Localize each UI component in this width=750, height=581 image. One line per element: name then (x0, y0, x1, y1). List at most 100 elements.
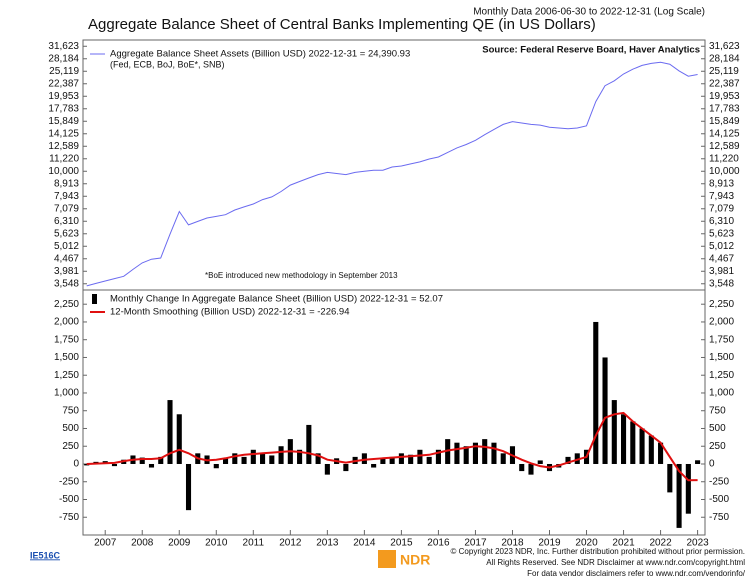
bar (260, 453, 266, 464)
bar (593, 321, 599, 464)
y-tick-label: 250 (709, 441, 726, 452)
y-tick-label: 17,783 (48, 103, 79, 114)
bar (491, 442, 497, 464)
y-tick-label: 1,750 (709, 334, 734, 345)
y-tick-label: 250 (62, 441, 79, 452)
bar (676, 463, 682, 528)
y-tick-label: 7,943 (54, 191, 79, 202)
bar (380, 458, 386, 464)
bar (324, 463, 330, 475)
bar (139, 457, 145, 464)
x-tick-label: 2012 (279, 538, 302, 549)
y-tick-label: 1,500 (54, 352, 79, 363)
y-tick-label: 0 (709, 459, 715, 470)
bar (445, 439, 451, 464)
x-tick-label: 2021 (612, 538, 635, 549)
y-tick-label: 11,220 (709, 153, 739, 164)
y-tick-label: 1,000 (709, 388, 734, 399)
bar (658, 442, 664, 464)
y-tick-label: 750 (709, 405, 726, 416)
bar (648, 435, 654, 464)
bar (232, 453, 238, 464)
y-tick-label: 25,119 (709, 66, 739, 77)
x-tick-label: 2017 (464, 538, 487, 549)
y-tick-label: 31,623 (709, 41, 740, 52)
y-tick-label: 1,250 (709, 370, 734, 381)
bar (408, 454, 414, 464)
x-tick-label: 2007 (94, 538, 117, 549)
annotation: *BoE introduced new methodology in Septe… (205, 271, 398, 280)
bar (482, 439, 488, 464)
y-tick-label: 1,250 (54, 370, 79, 381)
bar (241, 456, 247, 464)
y-tick-label: -500 (59, 494, 79, 505)
y-tick-label: 3,548 (54, 278, 79, 289)
bar (417, 449, 423, 464)
bar (574, 453, 580, 464)
y-tick-label: 5,012 (709, 241, 734, 252)
y-tick-label: 6,310 (709, 216, 734, 227)
footer-line: All Rights Reserved. See NDR Disclaimer … (486, 558, 745, 567)
source: Source: Federal Reserve Board, Haver Ana… (482, 45, 700, 56)
bar (528, 463, 534, 475)
y-tick-label: 19,953 (709, 91, 740, 102)
x-tick-label: 2018 (501, 538, 524, 549)
bar (611, 400, 617, 464)
y-tick-label: 28,184 (48, 53, 79, 64)
y-tick-label: 17,783 (709, 103, 740, 114)
bar (472, 442, 478, 464)
legend-swatch (92, 294, 97, 304)
legend-label: Monthly Change In Aggregate Balance Shee… (110, 294, 443, 305)
bar (306, 424, 312, 464)
y-tick-label: 5,623 (709, 228, 734, 239)
x-tick-label: 2015 (390, 538, 413, 549)
x-tick-label: 2016 (427, 538, 450, 549)
y-tick-label: -250 (709, 476, 729, 487)
y-tick-label: 15,849 (709, 116, 740, 127)
y-tick-label: 22,387 (709, 78, 740, 89)
line (86, 61, 698, 287)
x-tick-label: 2019 (538, 538, 561, 549)
bar (685, 463, 691, 514)
top-frame (82, 39, 706, 291)
y-tick-label: 11,220 (49, 153, 79, 164)
logo: NDR (400, 552, 430, 568)
bottom-frame (82, 289, 706, 536)
bar (222, 458, 229, 464)
y-tick-label: 8,913 (709, 178, 734, 189)
bar (667, 463, 673, 493)
y-tick-label: 750 (62, 405, 79, 416)
bar (537, 460, 543, 464)
y-tick-label: 5,012 (54, 241, 79, 252)
y-tick-label: 500 (709, 423, 726, 434)
y-tick-label: 0 (73, 459, 79, 470)
y-tick-label: 3,548 (709, 278, 734, 289)
bar (454, 442, 460, 464)
y-tick-label: 5,623 (54, 228, 79, 239)
x-tick-label: 2023 (686, 538, 709, 549)
bar (519, 463, 525, 472)
y-tick-label: 10,000 (709, 166, 740, 177)
footer-line: © Copyright 2023 NDR, Inc. Further distr… (451, 547, 745, 556)
x-tick-label: 2014 (353, 538, 376, 549)
bar (602, 357, 608, 464)
y-tick-label: 7,079 (709, 203, 734, 214)
y-tick-label: 1,000 (54, 388, 79, 399)
y-tick-label: 12,589 (709, 141, 740, 152)
chart-title: Aggregate Balance Sheet of Central Banks… (88, 16, 596, 33)
y-tick-label: 7,079 (54, 203, 79, 214)
bar (398, 453, 404, 464)
bar (297, 449, 303, 464)
legend-note: (Fed, ECB, BoJ, BoE*, SNB) (110, 59, 225, 69)
y-tick-label: 2,250 (54, 299, 79, 310)
bar (176, 414, 182, 464)
bar (213, 463, 219, 469)
bar (315, 453, 321, 464)
logo-icon (378, 550, 396, 568)
y-tick-label: 8,913 (54, 178, 79, 189)
bar (250, 449, 256, 464)
bar (639, 428, 645, 464)
bar (389, 456, 395, 464)
x-tick-label: 2010 (205, 538, 228, 549)
